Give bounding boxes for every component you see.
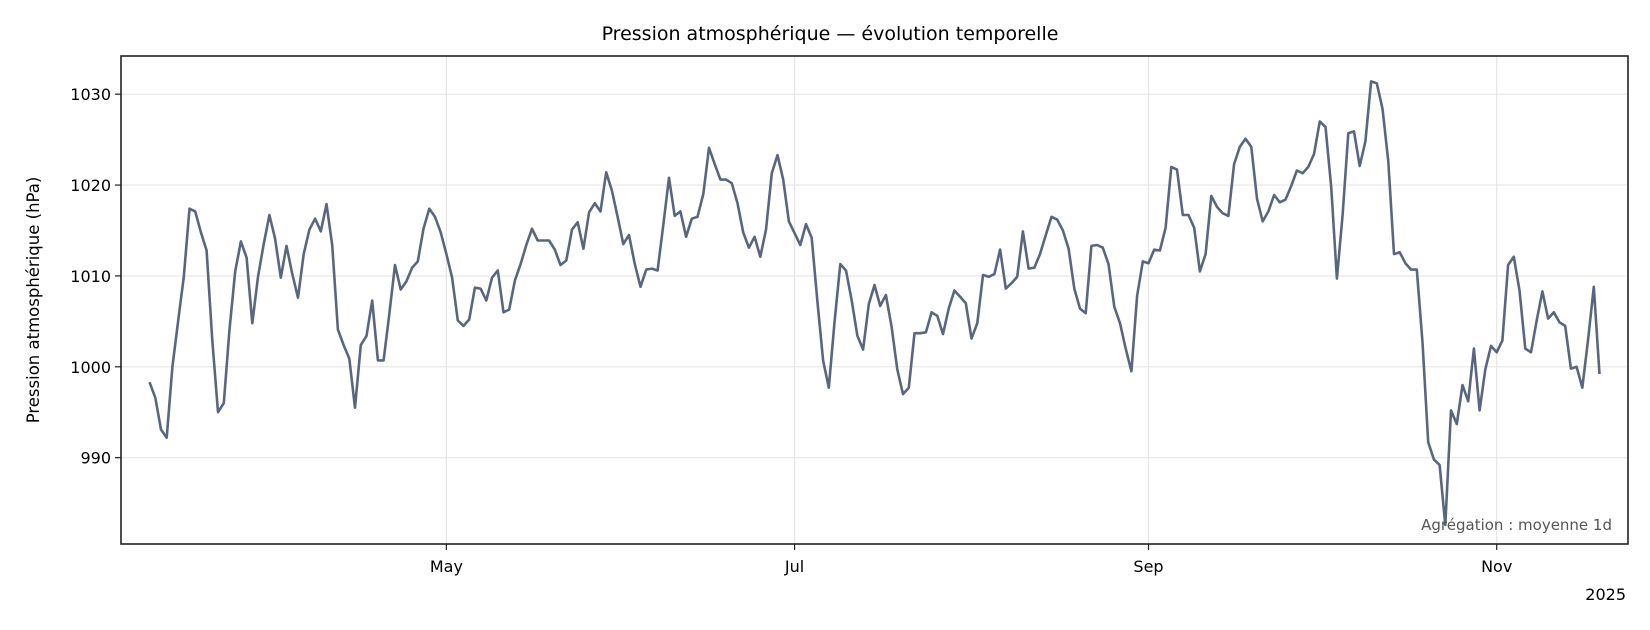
- y-tick-label: 1010: [70, 267, 111, 286]
- x-tick-label: Sep: [1133, 557, 1163, 576]
- x-tick-label: Nov: [1481, 557, 1512, 576]
- x-tick-label: May: [430, 557, 463, 576]
- grid: [121, 56, 1628, 544]
- y-tick-label: 1020: [70, 176, 111, 195]
- y-tick-label: 1030: [70, 85, 111, 104]
- x-tick-label: Jul: [784, 557, 804, 576]
- y-axis-label: Pression atmosphérique (hPa): [24, 177, 43, 424]
- chart-title: Pression atmosphérique — évolution tempo…: [602, 23, 1059, 45]
- y-tick-label: 1000: [70, 358, 111, 377]
- plot-frame: [120, 55, 1629, 545]
- ticks: 990 1000 1010 1020 1030 May Jul Sep Nov: [70, 85, 1512, 576]
- y-tick-label: 990: [80, 449, 111, 468]
- x-offset-label: 2025: [1585, 585, 1626, 604]
- series-layer: [148, 80, 1601, 527]
- aggregation-annotation: Agrégation : moyenne 1d: [1421, 516, 1612, 534]
- pressure-line: [148, 80, 1601, 527]
